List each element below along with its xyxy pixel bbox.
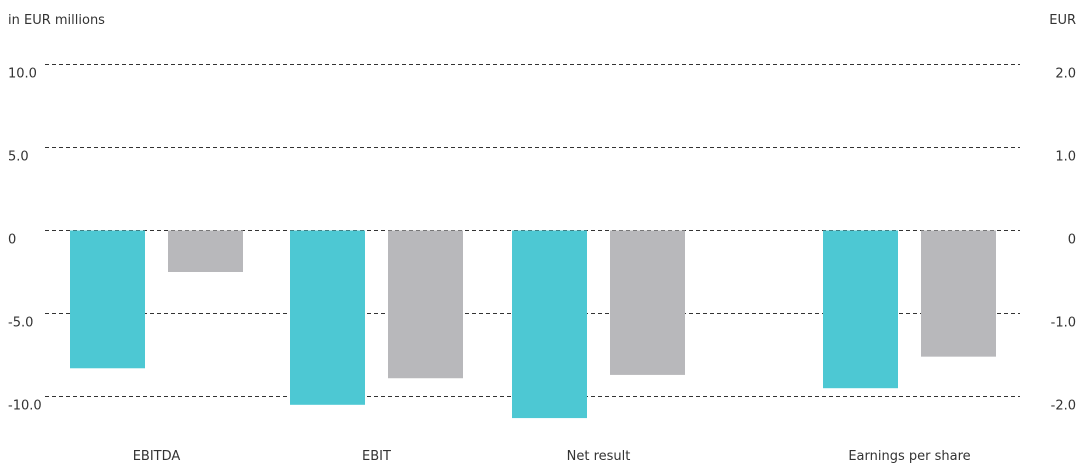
right-tick-label: -2.0	[1051, 399, 1076, 414]
right-tick-label: 2.0	[1055, 67, 1076, 82]
bar-earnings-per-share-0	[823, 230, 898, 389]
left-axis-ticks: 10.0 5.0 0 -5.0 -10.0	[8, 67, 42, 414]
category-label: EBITDA	[133, 449, 181, 464]
bar-ebit-1	[388, 230, 463, 379]
right-tick-label: -1.0	[1051, 316, 1076, 331]
bars	[70, 230, 996, 419]
bar-ebitda-0	[70, 230, 145, 369]
bar-earnings-per-share-1	[921, 230, 996, 357]
left-axis-unit-label: in EUR millions	[8, 13, 105, 28]
left-tick-label: -10.0	[8, 399, 42, 414]
category-label: Earnings per share	[848, 449, 970, 464]
right-tick-label: 0	[1068, 233, 1076, 248]
bar-ebitda-1	[168, 230, 243, 272]
bar-net-result-0	[512, 230, 587, 419]
category-labels: EBITDA EBIT Net result Earnings per share	[133, 449, 971, 464]
right-axis-unit-label: EUR	[1049, 13, 1076, 28]
category-label: EBIT	[362, 449, 391, 464]
bar-ebit-0	[290, 230, 365, 405]
left-tick-label: 0	[8, 233, 16, 248]
category-label: Net result	[567, 449, 631, 464]
left-tick-label: 10.0	[8, 67, 37, 82]
right-axis-ticks: 2.0 1.0 0 -1.0 -2.0	[1051, 67, 1076, 414]
left-tick-label: 5.0	[8, 150, 29, 165]
bar-net-result-1	[610, 230, 685, 375]
right-tick-label: 1.0	[1055, 150, 1076, 165]
left-tick-label: -5.0	[8, 316, 33, 331]
